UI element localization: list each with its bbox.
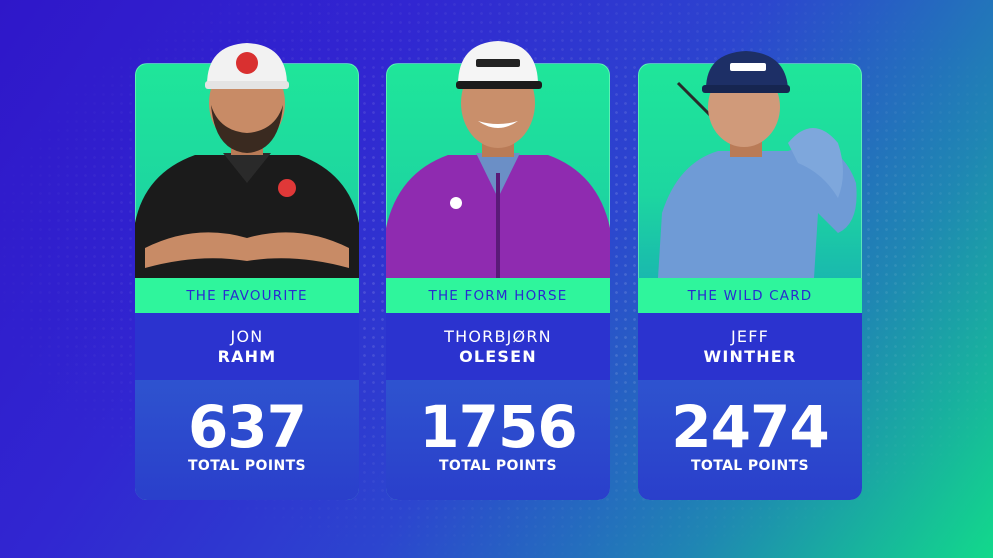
total-points-label: TOTAL POINTS [690,458,810,474]
player-name: JON RAHM [135,313,359,380]
last-name: WINTHER [703,346,797,366]
total-points-label: TOTAL POINTS [187,458,307,474]
player-photo [638,23,862,278]
total-points-value: 637 [187,393,307,461]
player-name: THORBJØRN OLESEN [386,313,610,380]
player-card-rahm[interactable]: THE FAVOURITE JON RAHM 637 TOTAL POINTS [135,43,359,500]
last-name: OLESEN [459,346,537,366]
total-points-value: 2474 [671,393,829,461]
card-tag: THE FORM HORSE [386,278,610,313]
player-photo [386,23,610,278]
player-photo [135,23,359,278]
player-card-olesen[interactable]: THE FORM HORSE THORBJØRN OLESEN 1756 TOT… [386,41,610,500]
points-box: 2474 TOTAL POINTS [638,380,862,500]
first-name: JEFF [730,326,770,346]
last-name: RAHM [217,346,277,366]
first-name: THORBJØRN [444,326,552,346]
player-name: JEFF WINTHER [638,313,862,380]
points-box: 1756 TOTAL POINTS [386,380,610,500]
first-name: JON [230,326,264,346]
total-points-label: TOTAL POINTS [438,458,558,474]
card-tag: THE FAVOURITE [135,278,359,313]
card-tag: THE WILD CARD [638,278,862,313]
player-card-winther[interactable]: THE WILD CARD JEFF WINTHER 2474 TOTAL PO… [638,51,862,500]
points-box: 637 TOTAL POINTS [135,380,359,500]
total-points-value: 1756 [419,393,577,461]
